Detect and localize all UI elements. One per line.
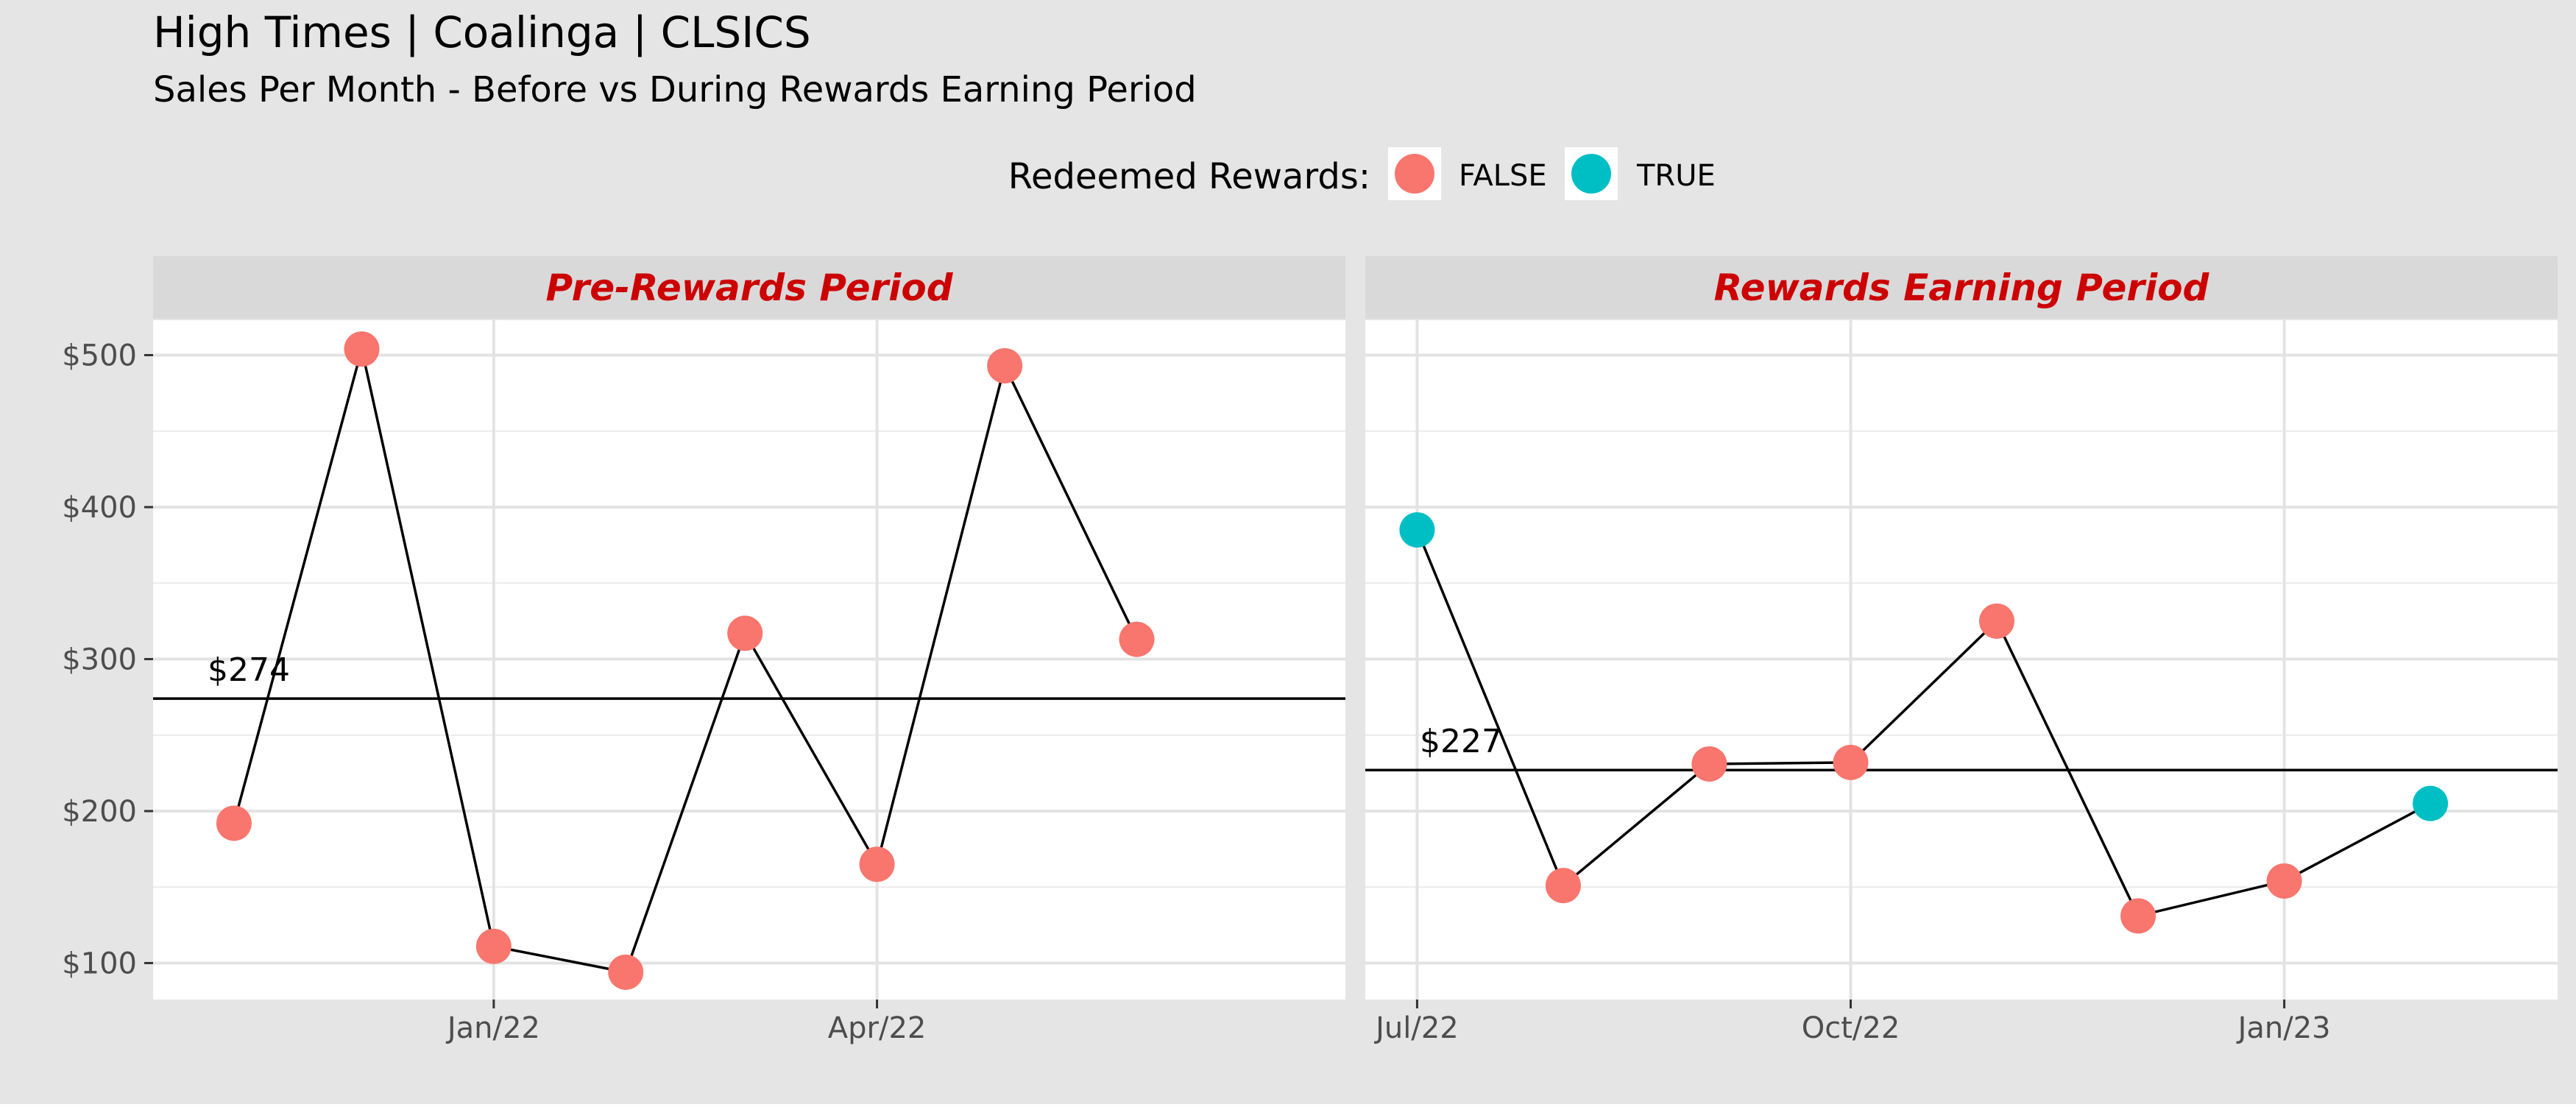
series-line bbox=[1415, 529, 2431, 918]
legend: Redeemed Rewards: FALSE TRUE bbox=[1008, 147, 1716, 200]
legend-label-false: FALSE bbox=[1459, 159, 1547, 193]
data-point bbox=[2266, 863, 2302, 899]
x-tick-label: Apr/22 bbox=[828, 1011, 927, 1045]
y-tick-label: $300 bbox=[62, 643, 137, 676]
y-tick-label: $400 bbox=[62, 491, 137, 525]
x-tick-label: Jan/23 bbox=[2236, 1011, 2331, 1045]
y-tick-label: $100 bbox=[62, 947, 137, 980]
mean-label: $227 bbox=[1420, 723, 1502, 760]
data-point bbox=[1833, 744, 1869, 780]
data-point bbox=[1399, 512, 1435, 548]
x-tick-label: Jul/22 bbox=[1373, 1011, 1459, 1045]
data-point bbox=[1691, 746, 1727, 782]
facet-strip-label: Rewards Earning Period bbox=[1714, 266, 2210, 309]
data-point bbox=[987, 347, 1023, 383]
data-point bbox=[859, 846, 895, 883]
legend-label-true: TRUE bbox=[1636, 159, 1716, 193]
legend-title: Redeemed Rewards: bbox=[1008, 156, 1370, 197]
x-tick-label: Oct/22 bbox=[1802, 1011, 1900, 1045]
legend-key-false bbox=[1395, 154, 1434, 194]
y-tick-label: $200 bbox=[62, 795, 137, 829]
facet-strip bbox=[153, 256, 1345, 319]
data-point bbox=[1979, 603, 2015, 639]
data-point bbox=[727, 615, 763, 651]
data-point bbox=[475, 928, 512, 964]
y-tick-label: $500 bbox=[62, 339, 137, 372]
chart-title: High Times | Coalinga | CLSICS bbox=[153, 7, 811, 57]
series-line bbox=[233, 348, 1139, 974]
data-point bbox=[608, 954, 644, 990]
chart-subtitle: Sales Per Month - Before vs During Rewar… bbox=[153, 69, 1197, 110]
data-point bbox=[344, 331, 380, 367]
data-point bbox=[2120, 898, 2156, 934]
data-point bbox=[2413, 785, 2449, 821]
facet-strip-label: Pre-Rewards Period bbox=[545, 266, 953, 309]
data-point bbox=[216, 805, 252, 841]
facet-panel-2: Rewards Earning Period Jul/22 Oct/22 Jan/23… bbox=[1365, 256, 2558, 1045]
legend-key-true bbox=[1571, 154, 1611, 194]
x-tick-label: Jan/22 bbox=[445, 1011, 540, 1045]
data-point bbox=[1545, 868, 1581, 904]
y-axis: $100 $200 $300 $400 $500 bbox=[62, 339, 153, 980]
facet-strip bbox=[1365, 256, 2558, 319]
data-point bbox=[1119, 621, 1155, 657]
